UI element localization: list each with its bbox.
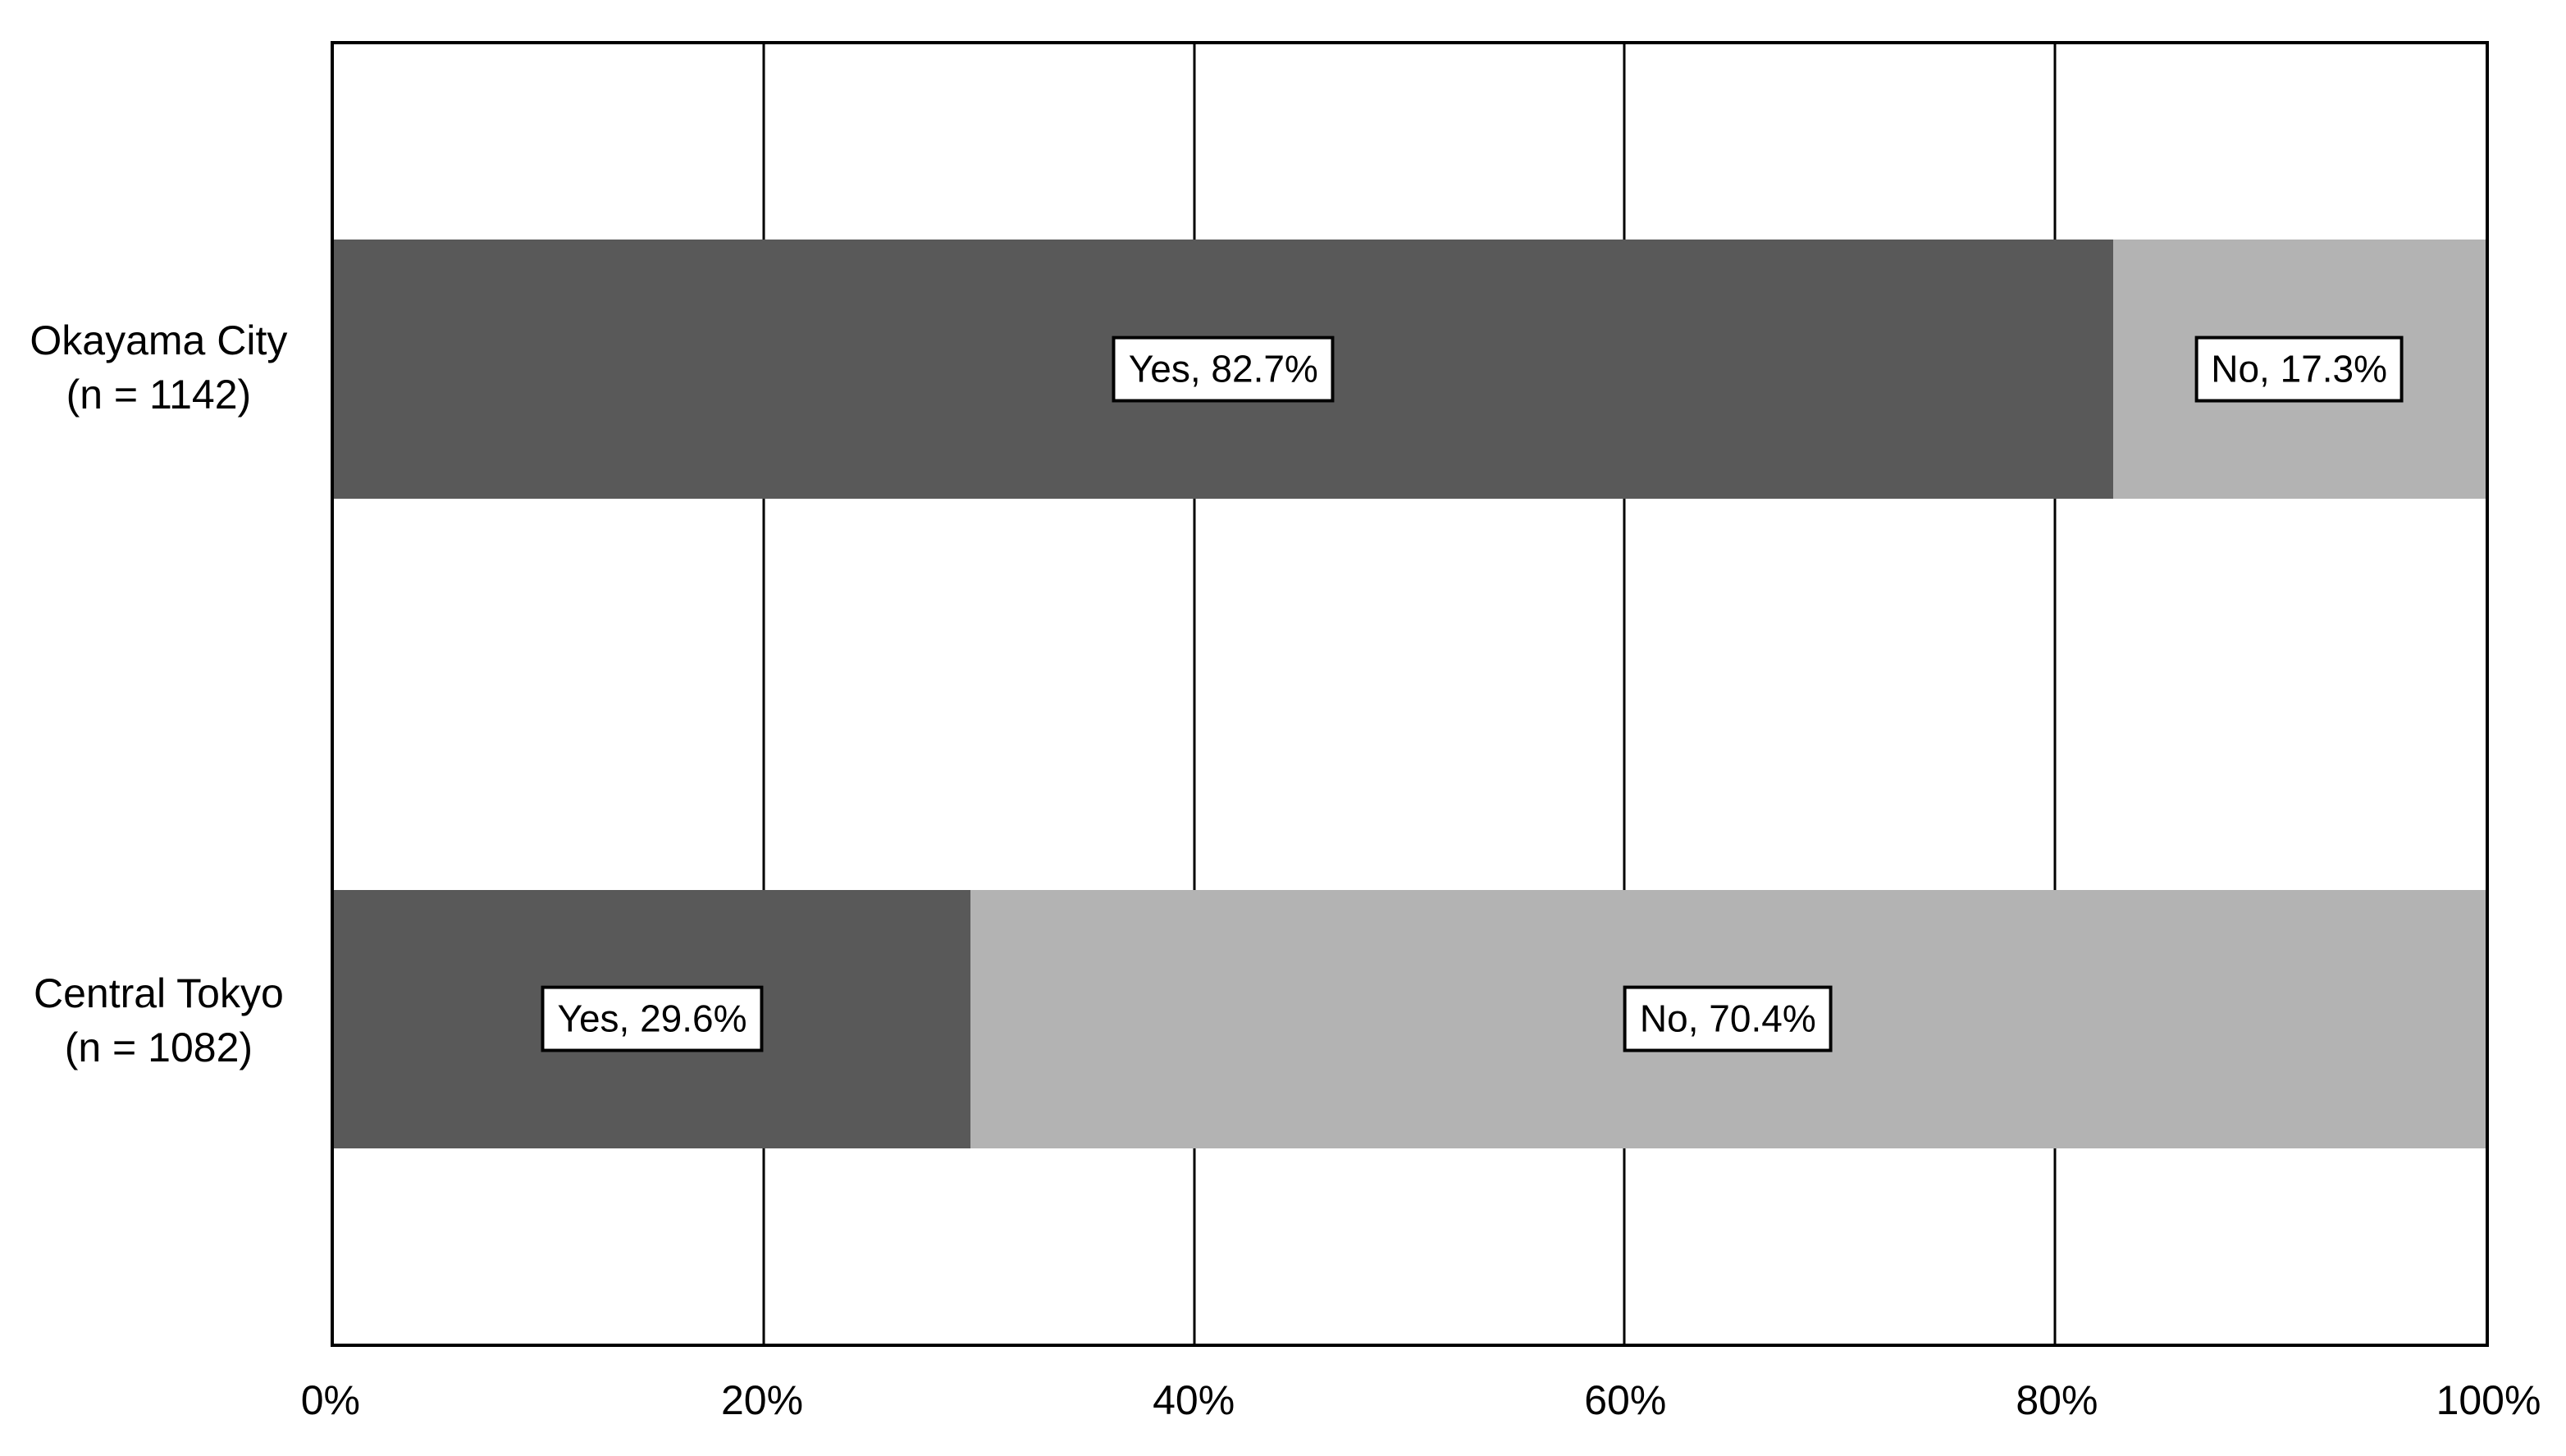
data-label-yes-row-1: Yes, 29.6% bbox=[541, 985, 764, 1052]
x-tick-label-60%: 60% bbox=[1584, 1377, 1667, 1424]
gridline-80% bbox=[2053, 44, 2057, 1344]
gridline-40% bbox=[1193, 44, 1196, 1344]
category-label-0-line-0: Okayama City bbox=[30, 317, 288, 364]
x-tick-label-0%: 0% bbox=[300, 1377, 361, 1424]
category-label-1-line-0: Central Tokyo bbox=[33, 970, 284, 1017]
bar-segment-yes-row-0: Yes, 82.7% bbox=[333, 240, 2113, 499]
x-tick-label-40%: 40% bbox=[1153, 1377, 1235, 1424]
x-tick-label-100%: 100% bbox=[2436, 1377, 2541, 1424]
bar-segment-no-row-1: No, 70.4% bbox=[970, 889, 2486, 1148]
category-band-0: Yes, 82.7% No, 17.3% bbox=[333, 44, 2486, 694]
x-tick-label-80%: 80% bbox=[2016, 1377, 2098, 1424]
x-tick-label-20%: 20% bbox=[720, 1377, 804, 1424]
bar-row-0: Yes, 82.7% No, 17.3% bbox=[333, 240, 2486, 499]
data-label-yes-row-0: Yes, 82.7% bbox=[1112, 335, 1335, 403]
category-label-1-line-1: (n = 1082) bbox=[64, 1025, 253, 1071]
gridline-60% bbox=[1623, 44, 1626, 1344]
data-label-no-row-1: No, 70.4% bbox=[1623, 985, 1833, 1052]
bar-segment-yes-row-1: Yes, 29.6% bbox=[333, 889, 971, 1148]
plot-area: Yes, 82.7% No, 17.3% Yes, 29.6% No, 70.4% bbox=[330, 41, 2489, 1348]
category-label-0-line-1: (n = 1142) bbox=[66, 372, 252, 418]
category-label-1: Central Tokyo (n = 1082) bbox=[0, 966, 317, 1075]
data-label-no-row-0: No, 17.3% bbox=[2194, 335, 2404, 403]
category-axis: Okayama City (n = 1142) Central Tokyo (n = … bbox=[0, 41, 331, 1347]
bar-row-1: Yes, 29.6% No, 70.4% bbox=[333, 889, 2486, 1148]
gridline-20% bbox=[762, 44, 765, 1344]
category-label-0: Okayama City (n = 1142) bbox=[0, 313, 317, 422]
percentage-axis: 0% 20% 40% 60% 80% 100% bbox=[301, 1376, 2541, 1449]
bar-segment-no-row-0: No, 17.3% bbox=[2112, 240, 2486, 499]
category-band-1: Yes, 29.6% No, 70.4% bbox=[333, 694, 2486, 1344]
